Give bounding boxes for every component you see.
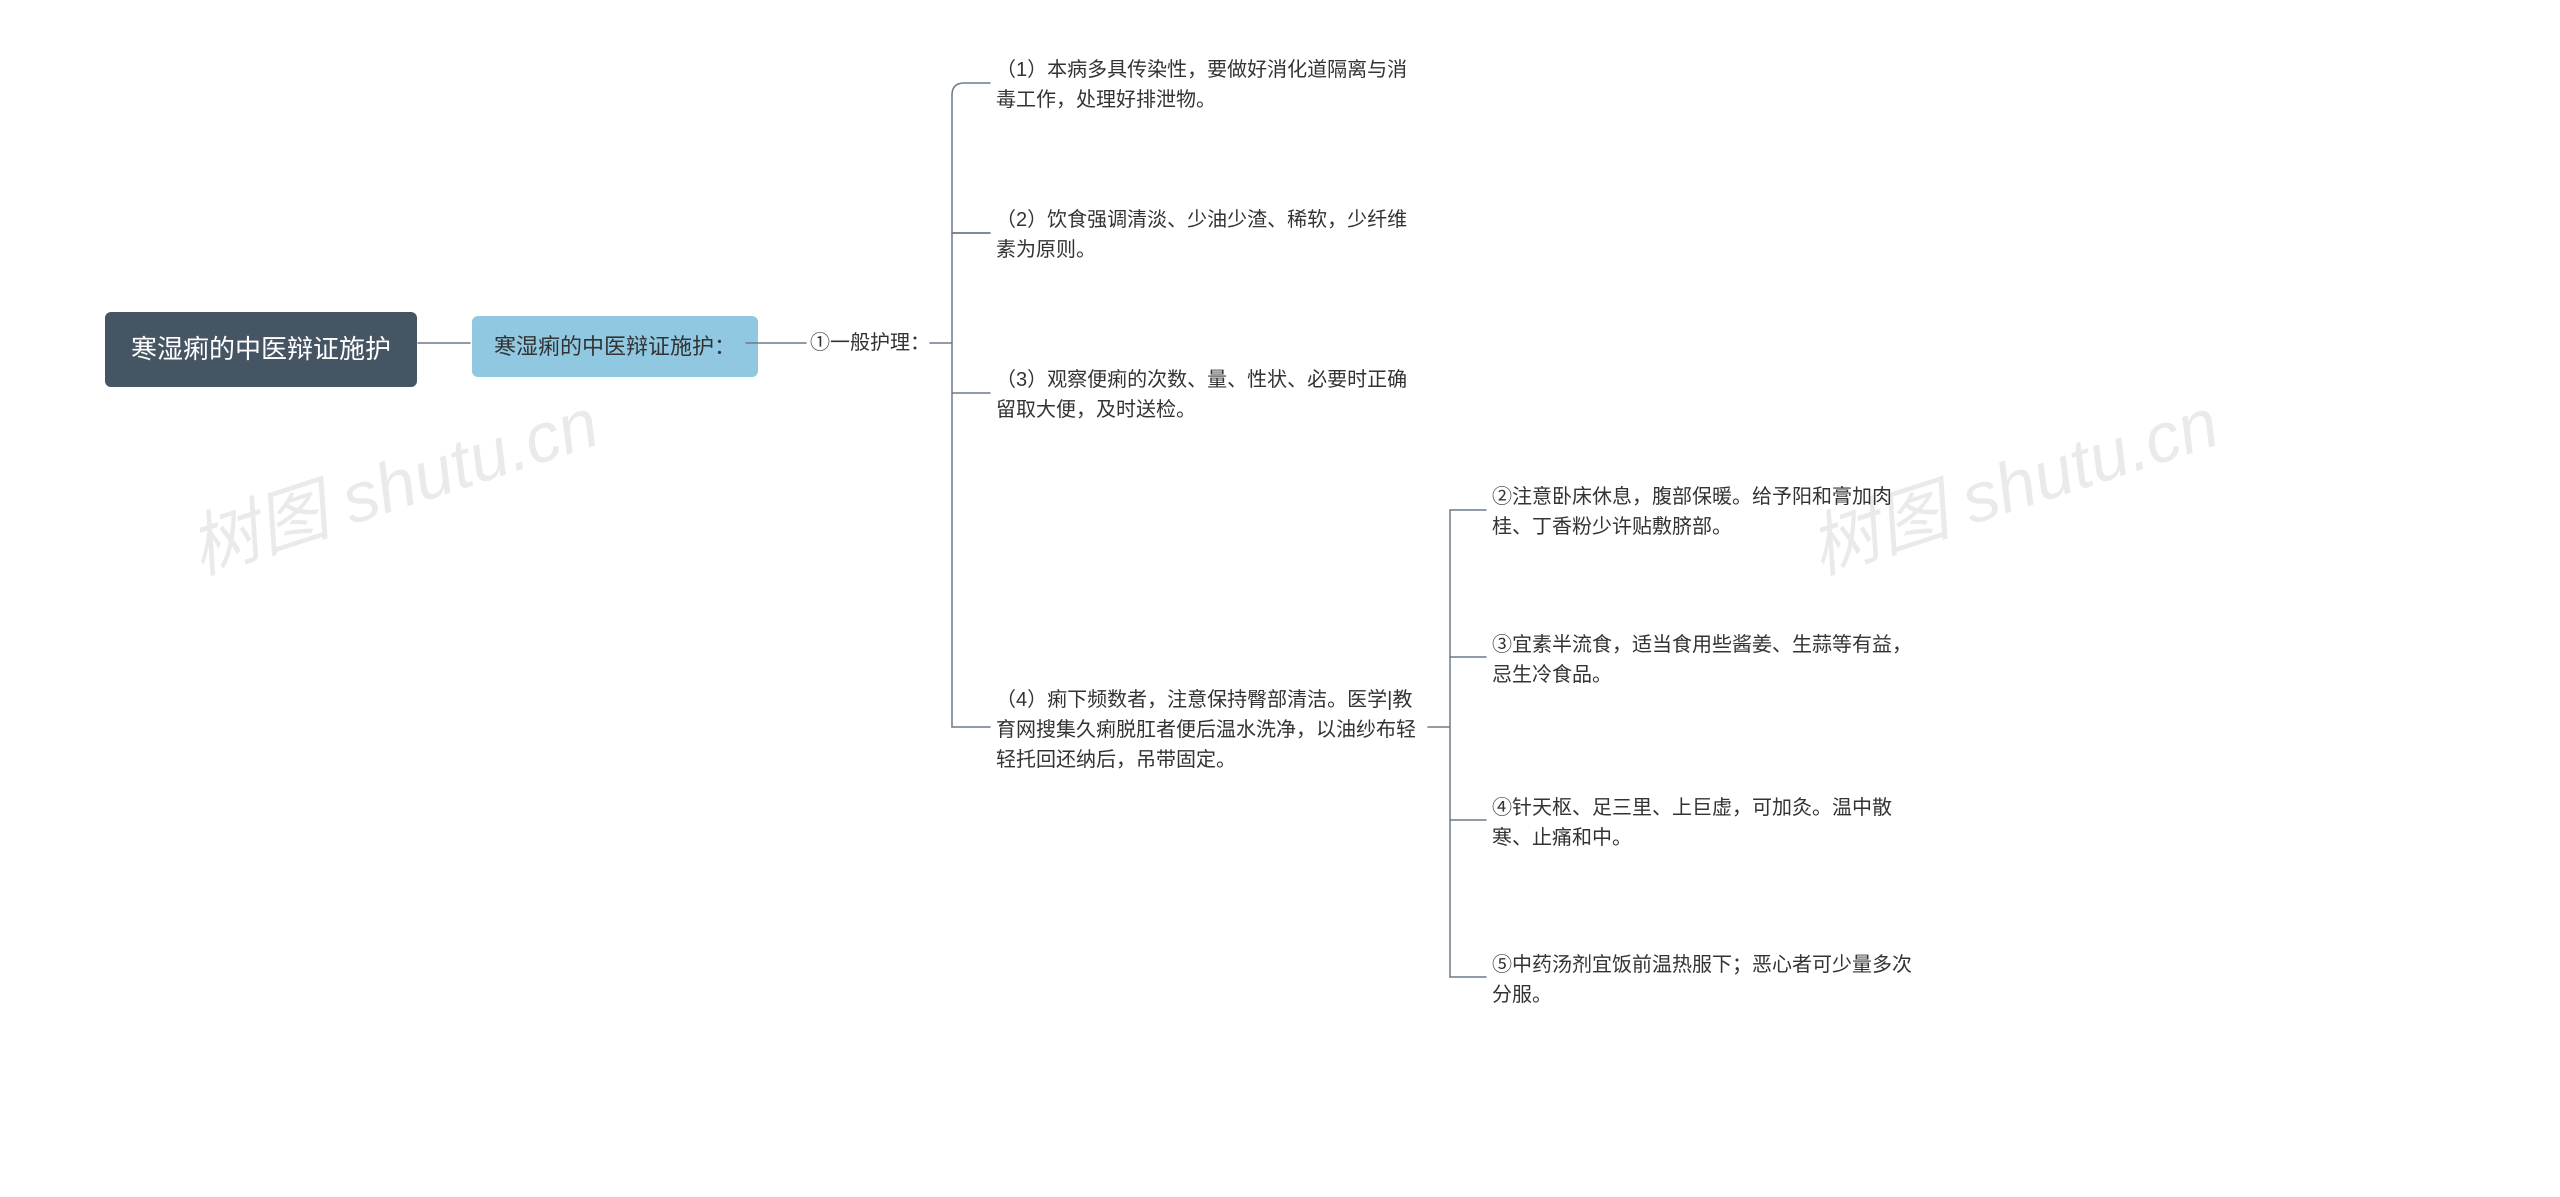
subchild-2: ③宜素半流食，适当食用些酱姜、生蒜等有益，忌生冷食品。 [1492,630,1912,690]
subchild-4: ⑤中药汤剂宜饭前温热服下；恶心者可少量多次分服。 [1492,950,1912,1010]
child-2: （2）饮食强调清淡、少油少渣、稀软，少纤维素为原则。 [996,205,1416,265]
root-label: 寒湿痢的中医辩证施护 [131,330,391,369]
level2-node: ①一般护理： [810,328,930,358]
root-node: 寒湿痢的中医辩证施护 [105,312,417,387]
subchild-2-label: ③宜素半流食，适当食用些酱姜、生蒜等有益，忌生冷食品。 [1492,630,1912,690]
level2-label: ①一般护理： [810,328,930,358]
level1-label: 寒湿痢的中医辩证施护： [494,330,736,363]
subchild-3: ④针天枢、足三里、上巨虚，可加灸。温中散寒、止痛和中。 [1492,793,1912,853]
child-1-label: （1）本病多具传染性，要做好消化道隔离与消毒工作，处理好排泄物。 [996,55,1416,115]
watermark-2: 树图 shutu.cn [1795,367,2230,594]
subchild-1: ②注意卧床休息，腹部保暖。给予阳和膏加肉桂、丁香粉少许贴敷脐部。 [1492,482,1912,542]
subchild-4-label: ⑤中药汤剂宜饭前温热服下；恶心者可少量多次分服。 [1492,950,1912,1010]
subchild-3-label: ④针天枢、足三里、上巨虚，可加灸。温中散寒、止痛和中。 [1492,793,1912,853]
level1-node: 寒湿痢的中医辩证施护： [472,316,758,377]
child-4: （4）痢下频数者，注意保持臀部清洁。医学|教育网搜集久痢脱肛者便后温水洗净，以油… [996,685,1426,775]
subchild-1-label: ②注意卧床休息，腹部保暖。给予阳和膏加肉桂、丁香粉少许贴敷脐部。 [1492,482,1912,542]
child-1: （1）本病多具传染性，要做好消化道隔离与消毒工作，处理好排泄物。 [996,55,1416,115]
watermark-1: 树图 shutu.cn [175,367,610,594]
child-3-label: （3）观察便痢的次数、量、性状、必要时正确留取大便，及时送检。 [996,365,1416,425]
child-2-label: （2）饮食强调清淡、少油少渣、稀软，少纤维素为原则。 [996,205,1416,265]
connectors-clean [0,0,2560,1197]
child-3: （3）观察便痢的次数、量、性状、必要时正确留取大便，及时送检。 [996,365,1416,425]
child-4-label: （4）痢下频数者，注意保持臀部清洁。医学|教育网搜集久痢脱肛者便后温水洗净，以油… [996,685,1426,775]
